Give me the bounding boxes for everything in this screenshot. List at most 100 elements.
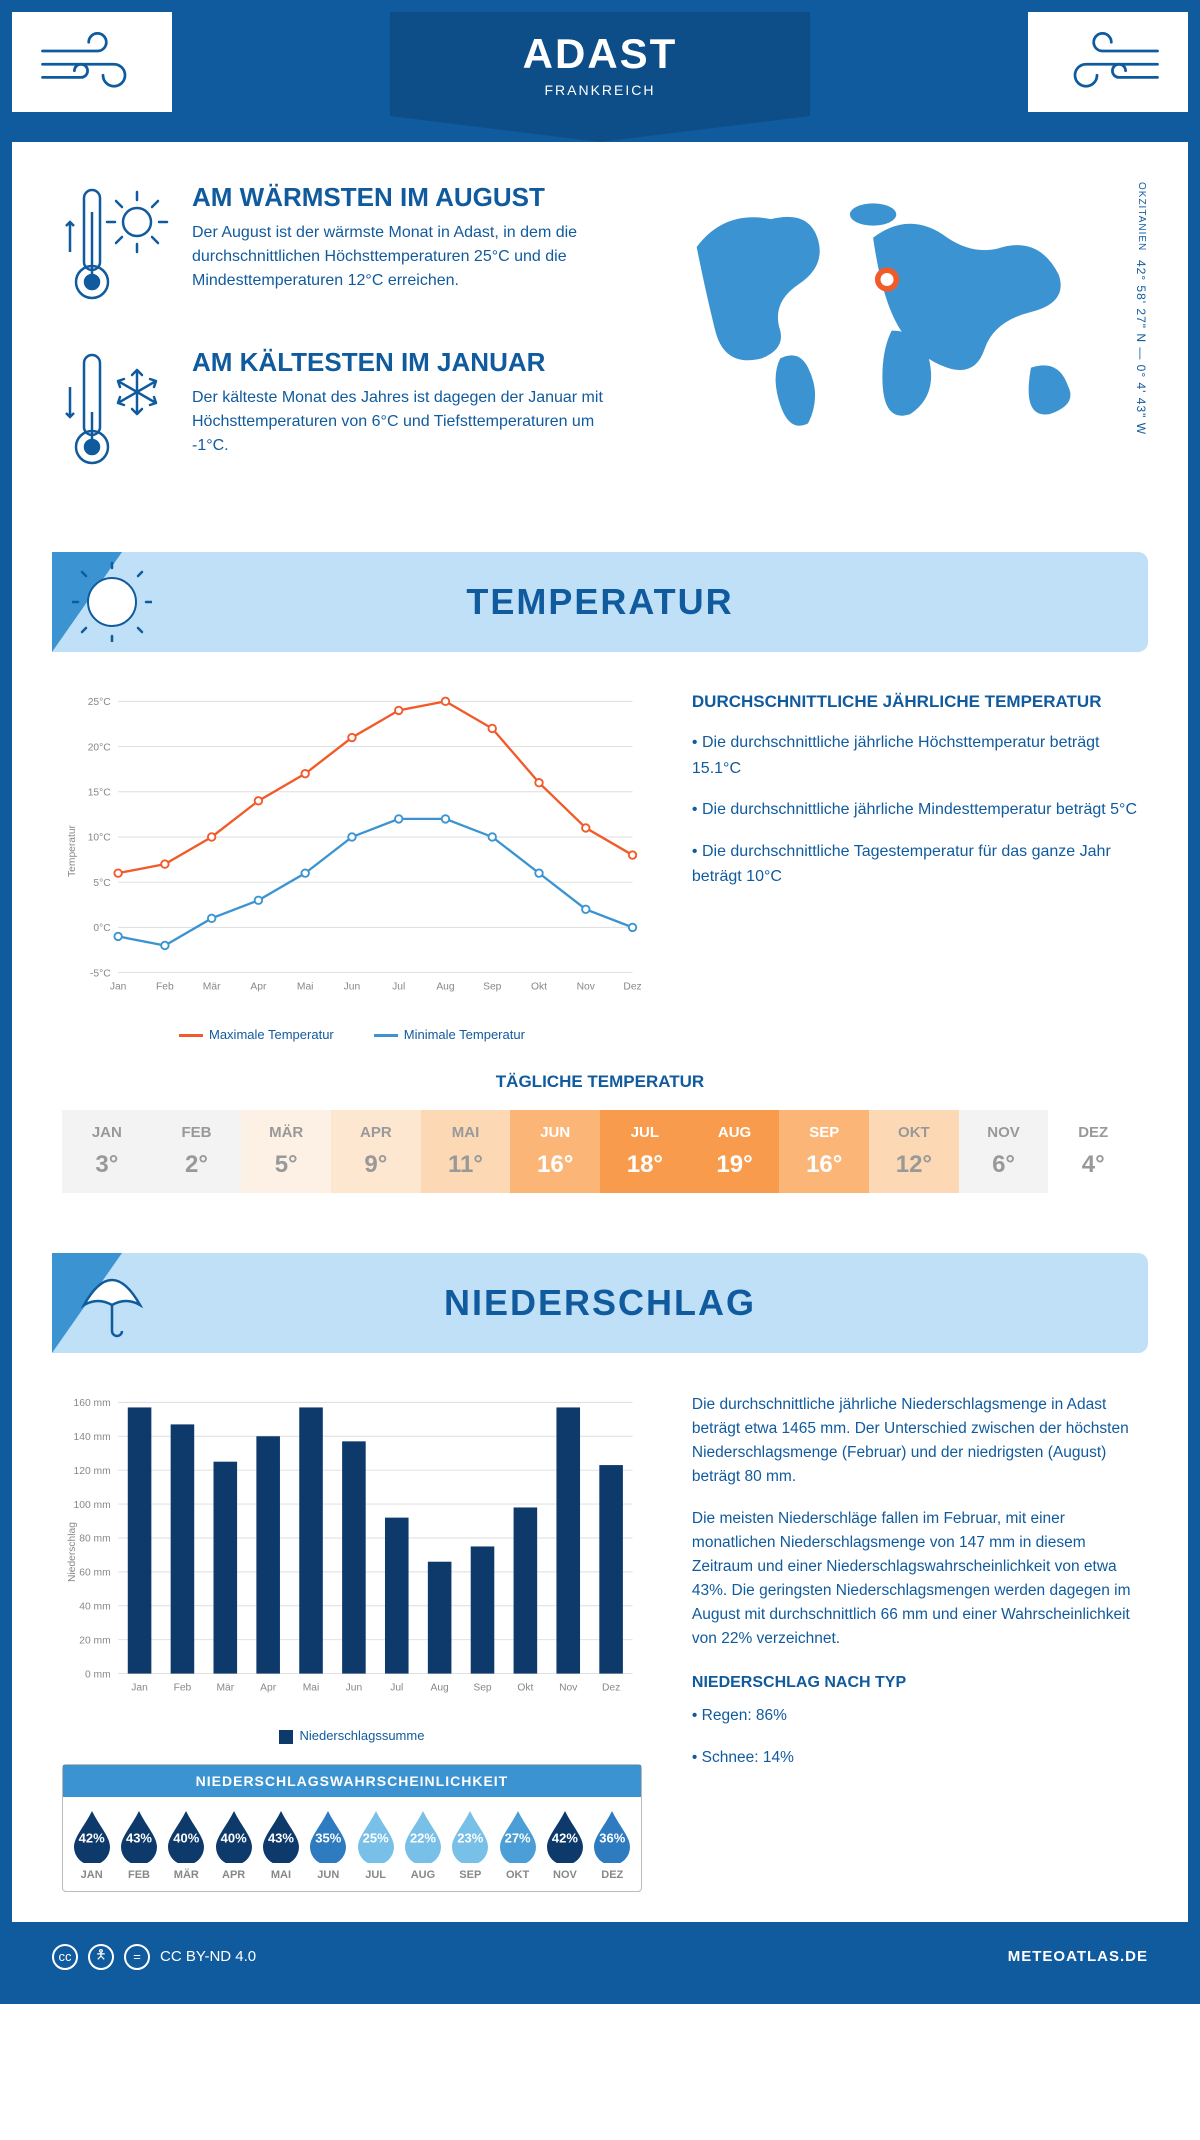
raindrop-icon: 25% <box>354 1809 398 1863</box>
license-text: CC BY-ND 4.0 <box>160 1948 256 1965</box>
prob-value: 35% <box>315 1831 341 1846</box>
svg-text:100 mm: 100 mm <box>74 1500 111 1511</box>
prob-drop-cell: 35% JUN <box>306 1809 351 1881</box>
raindrop-icon: 43% <box>259 1809 303 1863</box>
temp-heading: TEMPERATUR <box>52 581 1148 623</box>
svg-text:Dez: Dez <box>602 1682 620 1693</box>
prob-drop-cell: 25%JUL <box>353 1809 398 1881</box>
site-name: METEOATLAS.DE <box>1008 1948 1148 1965</box>
daily-value: 11° <box>421 1151 511 1179</box>
prob-month: JAN <box>69 1869 114 1881</box>
svg-text:Sep: Sep <box>483 981 502 992</box>
raindrop-icon: 23% <box>448 1809 492 1863</box>
daily-value: 5° <box>241 1151 331 1179</box>
svg-text:Niederschlag: Niederschlag <box>67 1522 78 1582</box>
svg-text:Apr: Apr <box>260 1682 277 1693</box>
prob-drop-cell: 40% APR <box>211 1809 256 1881</box>
svg-text:0°C: 0°C <box>93 923 111 934</box>
header: ADAST FRANKREICH <box>12 12 1188 142</box>
svg-text:15°C: 15°C <box>88 788 112 799</box>
svg-text:Aug: Aug <box>431 1682 450 1693</box>
daily-temp-cell: APR 9° <box>331 1110 421 1193</box>
daily-month: JUN <box>510 1124 600 1141</box>
precipitation-bar-chart: 0 mm20 mm40 mm60 mm80 mm100 mm120 mm140 … <box>62 1393 642 1711</box>
daily-value: 2° <box>152 1151 242 1179</box>
daily-month: NOV <box>959 1124 1049 1141</box>
daily-value: 12° <box>869 1151 959 1179</box>
nd-icon: = <box>124 1944 150 1970</box>
precip-para-1: Die durchschnittliche jährliche Niedersc… <box>692 1393 1138 1489</box>
prob-drop-cell: 43%FEB <box>116 1809 161 1881</box>
svg-text:Jul: Jul <box>392 981 405 992</box>
precip-section-head: NIEDERSCHLAG <box>52 1253 1148 1353</box>
lat-label: 42° 58' 27" N <box>1134 260 1148 343</box>
svg-text:-5°C: -5°C <box>90 968 111 979</box>
precip-legend: Niederschlagssumme <box>62 1728 642 1744</box>
precip-type-0: • Regen: 86% <box>692 1704 1138 1728</box>
coldest-desc: Der kälteste Monat des Jahres ist dagege… <box>192 386 605 458</box>
daily-temp-cell: OKT12° <box>869 1110 959 1193</box>
svg-text:Jan: Jan <box>110 981 127 992</box>
daily-value: 3° <box>62 1151 152 1179</box>
prob-month: NOV <box>542 1869 587 1881</box>
prob-month: APR <box>211 1869 256 1881</box>
prob-value: 43% <box>126 1831 152 1846</box>
raindrop-icon: 27% <box>496 1809 540 1863</box>
svg-text:160 mm: 160 mm <box>74 1398 111 1409</box>
daily-month: MAI <box>421 1124 511 1141</box>
raindrop-icon: 43% <box>117 1809 161 1863</box>
prob-month: JUN <box>306 1869 351 1881</box>
svg-text:Jun: Jun <box>346 1682 363 1693</box>
legend-min: Minimale Temperatur <box>374 1027 525 1042</box>
daily-value: 9° <box>331 1151 421 1179</box>
intro-section: AM WÄRMSTEN IM AUGUST Der August ist der… <box>12 142 1188 532</box>
svg-text:Nov: Nov <box>577 981 596 992</box>
legend-max: Maximale Temperatur <box>179 1027 334 1042</box>
lon-label: 0° 4' 43" W <box>1134 365 1148 435</box>
coldest-title: AM KÄLTESTEN IM JANUAR <box>192 347 605 378</box>
daily-month: JAN <box>62 1124 152 1141</box>
coordinates: OKZITANIEN 42° 58' 27" N — 0° 4' 43" W <box>1134 182 1148 435</box>
daily-temp-title: TÄGLICHE TEMPERATUR <box>62 1072 1138 1092</box>
legend-precip: Niederschlagssumme <box>279 1728 424 1744</box>
svg-text:60 mm: 60 mm <box>79 1568 110 1579</box>
daily-temp-cell: NOV6° <box>959 1110 1049 1193</box>
daily-month: DEZ <box>1048 1124 1138 1141</box>
svg-text:80 mm: 80 mm <box>79 1534 110 1545</box>
svg-text:Jan: Jan <box>131 1682 148 1693</box>
daily-temp-cell: MAI 11° <box>421 1110 511 1193</box>
raindrop-icon: 42% <box>70 1809 114 1863</box>
svg-text:Apr: Apr <box>250 981 267 992</box>
raindrop-icon: 36% <box>590 1809 634 1863</box>
warmest-title: AM WÄRMSTEN IM AUGUST <box>192 182 605 213</box>
prob-month: AUG <box>400 1869 445 1881</box>
prob-drop-cell: 36%DEZ <box>590 1809 635 1881</box>
daily-temp-cell: MÄR5° <box>241 1110 331 1193</box>
daily-month: JUL <box>600 1124 690 1141</box>
temperature-line-chart: -5°C0°C5°C10°C15°C20°C25°CJanFebMärAprMa… <box>62 692 642 1042</box>
svg-text:Mai: Mai <box>303 1682 320 1693</box>
svg-text:Feb: Feb <box>156 981 174 992</box>
footer: cc 🯅 = CC BY-ND 4.0 METEOATLAS.DE <box>12 1922 1188 1992</box>
raindrop-icon: 40% <box>164 1809 208 1863</box>
wind-icon-left <box>12 12 172 112</box>
prob-value: 40% <box>221 1831 247 1846</box>
daily-month: APR <box>331 1124 421 1141</box>
temp-stats: DURCHSCHNITTLICHE JÄHRLICHE TEMPERATUR •… <box>692 692 1138 1042</box>
daily-temp-cell: DEZ 4° <box>1048 1110 1138 1193</box>
intro-right: OKZITANIEN 42° 58' 27" N — 0° 4' 43" W <box>645 182 1138 512</box>
daily-value: 4° <box>1048 1151 1138 1179</box>
svg-text:Mär: Mär <box>203 981 221 992</box>
prob-value: 22% <box>410 1831 436 1846</box>
wind-icon-right <box>1028 12 1188 112</box>
temp-legend: Maximale Temperatur Minimale Temperatur <box>62 1027 642 1042</box>
precip-left: 0 mm20 mm40 mm60 mm80 mm100 mm120 mm140 … <box>62 1393 642 1892</box>
svg-text:Sep: Sep <box>473 1682 492 1693</box>
intro-left: AM WÄRMSTEN IM AUGUST Der August ist der… <box>62 182 605 512</box>
by-icon: 🯅 <box>88 1944 114 1970</box>
prob-drop-cell: 40%MÄR <box>164 1809 209 1881</box>
daily-temp-cell: JAN 3° <box>62 1110 152 1193</box>
daily-month: AUG <box>690 1124 780 1141</box>
daily-value: 18° <box>600 1151 690 1179</box>
svg-text:10°C: 10°C <box>88 833 112 844</box>
